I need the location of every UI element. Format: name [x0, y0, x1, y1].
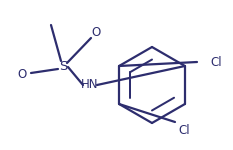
Text: S: S [59, 60, 67, 74]
Text: O: O [91, 26, 101, 39]
Text: HN: HN [81, 78, 99, 92]
Text: O: O [17, 69, 27, 81]
Text: Cl: Cl [178, 123, 190, 136]
Text: Cl: Cl [210, 56, 222, 69]
